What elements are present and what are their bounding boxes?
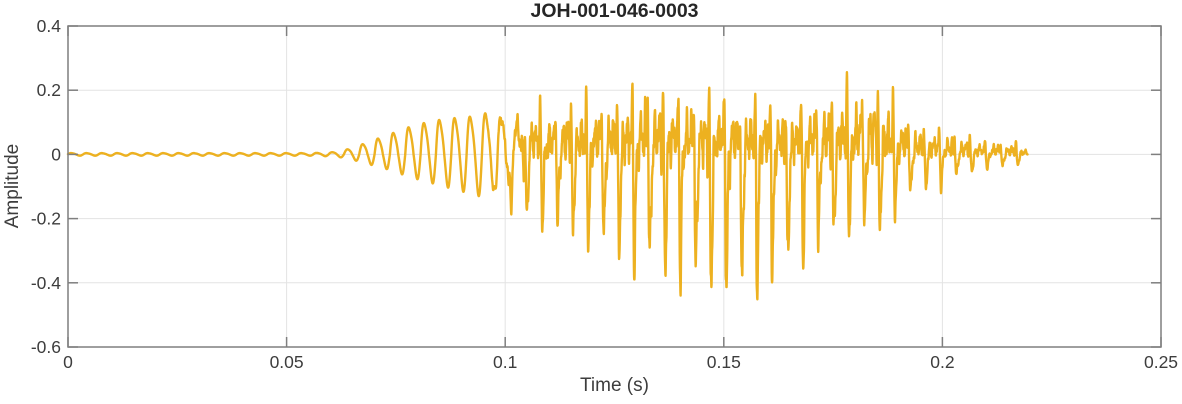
x-tick-label: 0 bbox=[63, 352, 73, 372]
x-tick-label: 0.2 bbox=[930, 352, 954, 372]
waveform-line bbox=[66, 71, 1029, 301]
y-tick-label: -0.2 bbox=[31, 209, 61, 229]
x-tick-label: 0.1 bbox=[493, 352, 517, 372]
x-axis-label: Time (s) bbox=[580, 375, 649, 396]
y-tick-label: -0.4 bbox=[31, 273, 61, 293]
x-tick-label: 0.05 bbox=[270, 352, 304, 372]
y-tick-label: 0.2 bbox=[37, 80, 61, 100]
x-tick-label: 0.15 bbox=[707, 352, 741, 372]
y-tick-label: 0 bbox=[51, 144, 61, 164]
chart-title: JOH-001-046-0003 bbox=[530, 0, 699, 22]
y-tick-label: 0.4 bbox=[37, 16, 62, 36]
axes-box bbox=[67, 25, 1162, 348]
y-tick-label: -0.6 bbox=[31, 337, 61, 357]
x-tick-label: 0.25 bbox=[1144, 352, 1178, 372]
